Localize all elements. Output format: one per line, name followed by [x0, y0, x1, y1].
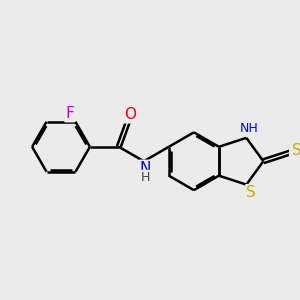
Text: N: N — [140, 161, 151, 176]
Text: O: O — [124, 107, 136, 122]
Text: NH: NH — [240, 122, 259, 135]
Text: F: F — [65, 106, 74, 121]
Text: S: S — [292, 143, 300, 158]
Text: S: S — [246, 185, 256, 200]
Text: H: H — [141, 171, 150, 184]
